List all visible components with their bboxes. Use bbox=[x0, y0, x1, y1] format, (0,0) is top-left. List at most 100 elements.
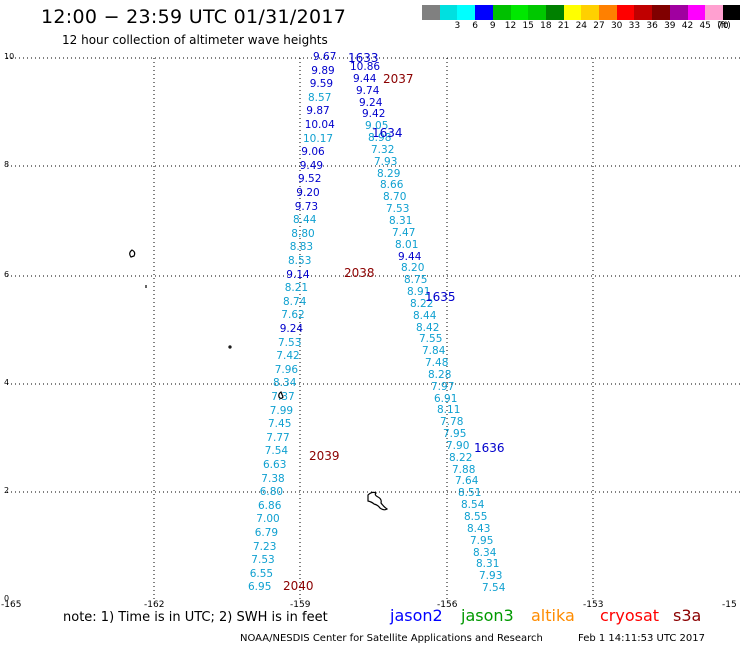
wave-height-observation: 8.44 bbox=[413, 309, 437, 322]
lat-tick-label: 0 bbox=[4, 594, 10, 603]
wave-height-observation: 8.75 bbox=[404, 274, 428, 287]
pass-number-label: 2037 bbox=[383, 72, 414, 86]
colorbar-swatch bbox=[669, 5, 688, 20]
lon-tick-label: -165 bbox=[1, 600, 22, 610]
wave-height-observation: 6.95 bbox=[248, 581, 272, 594]
colorbar-unit: (ft) bbox=[717, 21, 731, 31]
wave-height-observation: 9.89 bbox=[311, 64, 335, 77]
wave-height-observation: 7.47 bbox=[392, 226, 416, 239]
wave-height-observation: 7.23 bbox=[253, 540, 277, 553]
wave-height-observation: 7.97 bbox=[431, 380, 455, 393]
colorbar-label: 21 bbox=[557, 21, 570, 31]
colorbar-swatch bbox=[528, 5, 547, 20]
wave-height-observation: 7.54 bbox=[264, 445, 289, 458]
island-outline bbox=[278, 391, 284, 400]
wave-height-observation: 10.04 bbox=[304, 119, 335, 131]
credit-line: NOAA/NESDIS Center for Satellite Applica… bbox=[240, 633, 543, 644]
colorbar-swatch bbox=[492, 5, 511, 20]
colorbar-swatch bbox=[599, 5, 618, 20]
wave-height-observation: 8.31 bbox=[389, 214, 413, 227]
wave-height-observation: 8.53 bbox=[288, 255, 312, 267]
wave-height-observation: 9.14 bbox=[286, 268, 310, 281]
wave-height-observation: 8.44 bbox=[293, 214, 317, 227]
wave-height-observation: 8.22 bbox=[410, 297, 434, 310]
lat-tick-label: 8 bbox=[4, 160, 10, 169]
wave-height-observation: 7.55 bbox=[419, 333, 443, 346]
wave-height-observation: 8.55 bbox=[464, 511, 488, 523]
wave-height-observation: 6.63 bbox=[263, 459, 287, 471]
wave-height-observation: 6.91 bbox=[434, 392, 458, 405]
wave-height-observation: 9.44 bbox=[398, 250, 422, 263]
wave-height-observation: 7.45 bbox=[268, 418, 292, 431]
wave-height-observation: 7.42 bbox=[276, 350, 300, 363]
legend-altika: altika bbox=[531, 606, 575, 625]
wave-height-observation: 8.98 bbox=[368, 132, 392, 144]
colorbar-swatch bbox=[616, 5, 635, 20]
footer-note: note: 1) Time is in UTC; 2) SWH is in fe… bbox=[63, 610, 328, 625]
wave-height-observation: 8.80 bbox=[291, 227, 315, 240]
island-outline bbox=[367, 491, 389, 511]
wave-height-observation: 7.84 bbox=[422, 345, 446, 358]
wave-height-observation: 7.88 bbox=[452, 463, 476, 476]
wave-height-observation: 9.05 bbox=[365, 120, 389, 133]
colorbar-swatch bbox=[705, 5, 724, 20]
island-outlines bbox=[129, 249, 389, 511]
wave-height-observation: 8.28 bbox=[428, 368, 452, 381]
wave-height-observation: 9.74 bbox=[356, 84, 380, 97]
lat-tick-label: 10 bbox=[4, 52, 15, 61]
colorbar-label: 33 bbox=[628, 21, 641, 31]
colorbar-swatch bbox=[457, 5, 476, 20]
colorbar-label: 18 bbox=[540, 21, 552, 31]
generation-timestamp: Feb 1 14:11:53 UTC 2017 bbox=[578, 633, 705, 644]
wave-height-observation: 8.01 bbox=[395, 238, 419, 251]
wave-height-observation: 7.93 bbox=[479, 570, 503, 583]
legend-s3a: s3a bbox=[673, 606, 702, 625]
wave-height-observation: 7.95 bbox=[470, 534, 494, 547]
wave-height-observation: 9.87 bbox=[306, 105, 330, 118]
wave-height-observation: 8.29 bbox=[377, 167, 401, 180]
colorbar-label: 42 bbox=[681, 21, 694, 31]
map-title: 12:00 − 23:59 UTC 01/31/2017 bbox=[41, 6, 347, 28]
wave-height-observation: 8.20 bbox=[401, 262, 425, 275]
wave-height-observation: 7.64 bbox=[455, 475, 479, 488]
map-subtitle: 12 hour collection of altimeter wave hei… bbox=[62, 33, 328, 47]
wave-height-observation: 7.96 bbox=[274, 363, 299, 376]
wave-height-observation: 8.57 bbox=[308, 91, 332, 104]
colorbar-swatch bbox=[581, 5, 600, 20]
wave-height-observation: 9.67 bbox=[313, 51, 337, 63]
wave-height-observation: 8.54 bbox=[461, 499, 485, 512]
colorbar-swatch bbox=[422, 5, 441, 20]
wave-height-observation: 7.90 bbox=[446, 439, 470, 452]
wave-height-observation: 7.48 bbox=[425, 357, 449, 369]
wave-height-observation: 7.53 bbox=[251, 554, 275, 567]
colorbar-swatch bbox=[510, 5, 529, 20]
colorbar-swatch bbox=[475, 5, 494, 20]
colorbar-label: 27 bbox=[593, 21, 605, 31]
wave-height-observation: 6.79 bbox=[254, 527, 279, 539]
pass-number-label: 2040 bbox=[283, 579, 314, 593]
wave-height-observation: 9.24 bbox=[359, 96, 383, 109]
wave-height-observation: 9.52 bbox=[298, 173, 322, 186]
wave-height-observation: 7.38 bbox=[261, 472, 285, 485]
colorbar-label: 9 bbox=[489, 21, 496, 31]
lon-tick-label: -15 bbox=[722, 600, 737, 610]
wave-height-observation: 8.91 bbox=[407, 286, 431, 298]
colorbar-label: 12 bbox=[504, 21, 517, 31]
wave-height-observation: 7.62 bbox=[281, 309, 305, 322]
wave-height-observation: 9.42 bbox=[362, 108, 386, 121]
pass-number-label: 1636 bbox=[474, 441, 505, 455]
wave-height-observation: 8.11 bbox=[437, 404, 461, 417]
lat-tick-label: 6 bbox=[4, 270, 10, 279]
wave-height-observation: 6.86 bbox=[258, 499, 282, 512]
wave-height-observation: 8.31 bbox=[476, 558, 500, 571]
wave-height-observation: 8.34 bbox=[473, 546, 497, 559]
colorbar-swatch bbox=[634, 5, 653, 20]
island-outline bbox=[228, 345, 232, 349]
colorbar-label: 45 bbox=[699, 21, 711, 31]
colorbar-label: 6 bbox=[472, 21, 478, 31]
wave-height-observation: 7.93 bbox=[374, 155, 398, 168]
colorbar-label: 70 bbox=[717, 21, 729, 31]
wave-height-observation: 7.99 bbox=[269, 404, 294, 417]
